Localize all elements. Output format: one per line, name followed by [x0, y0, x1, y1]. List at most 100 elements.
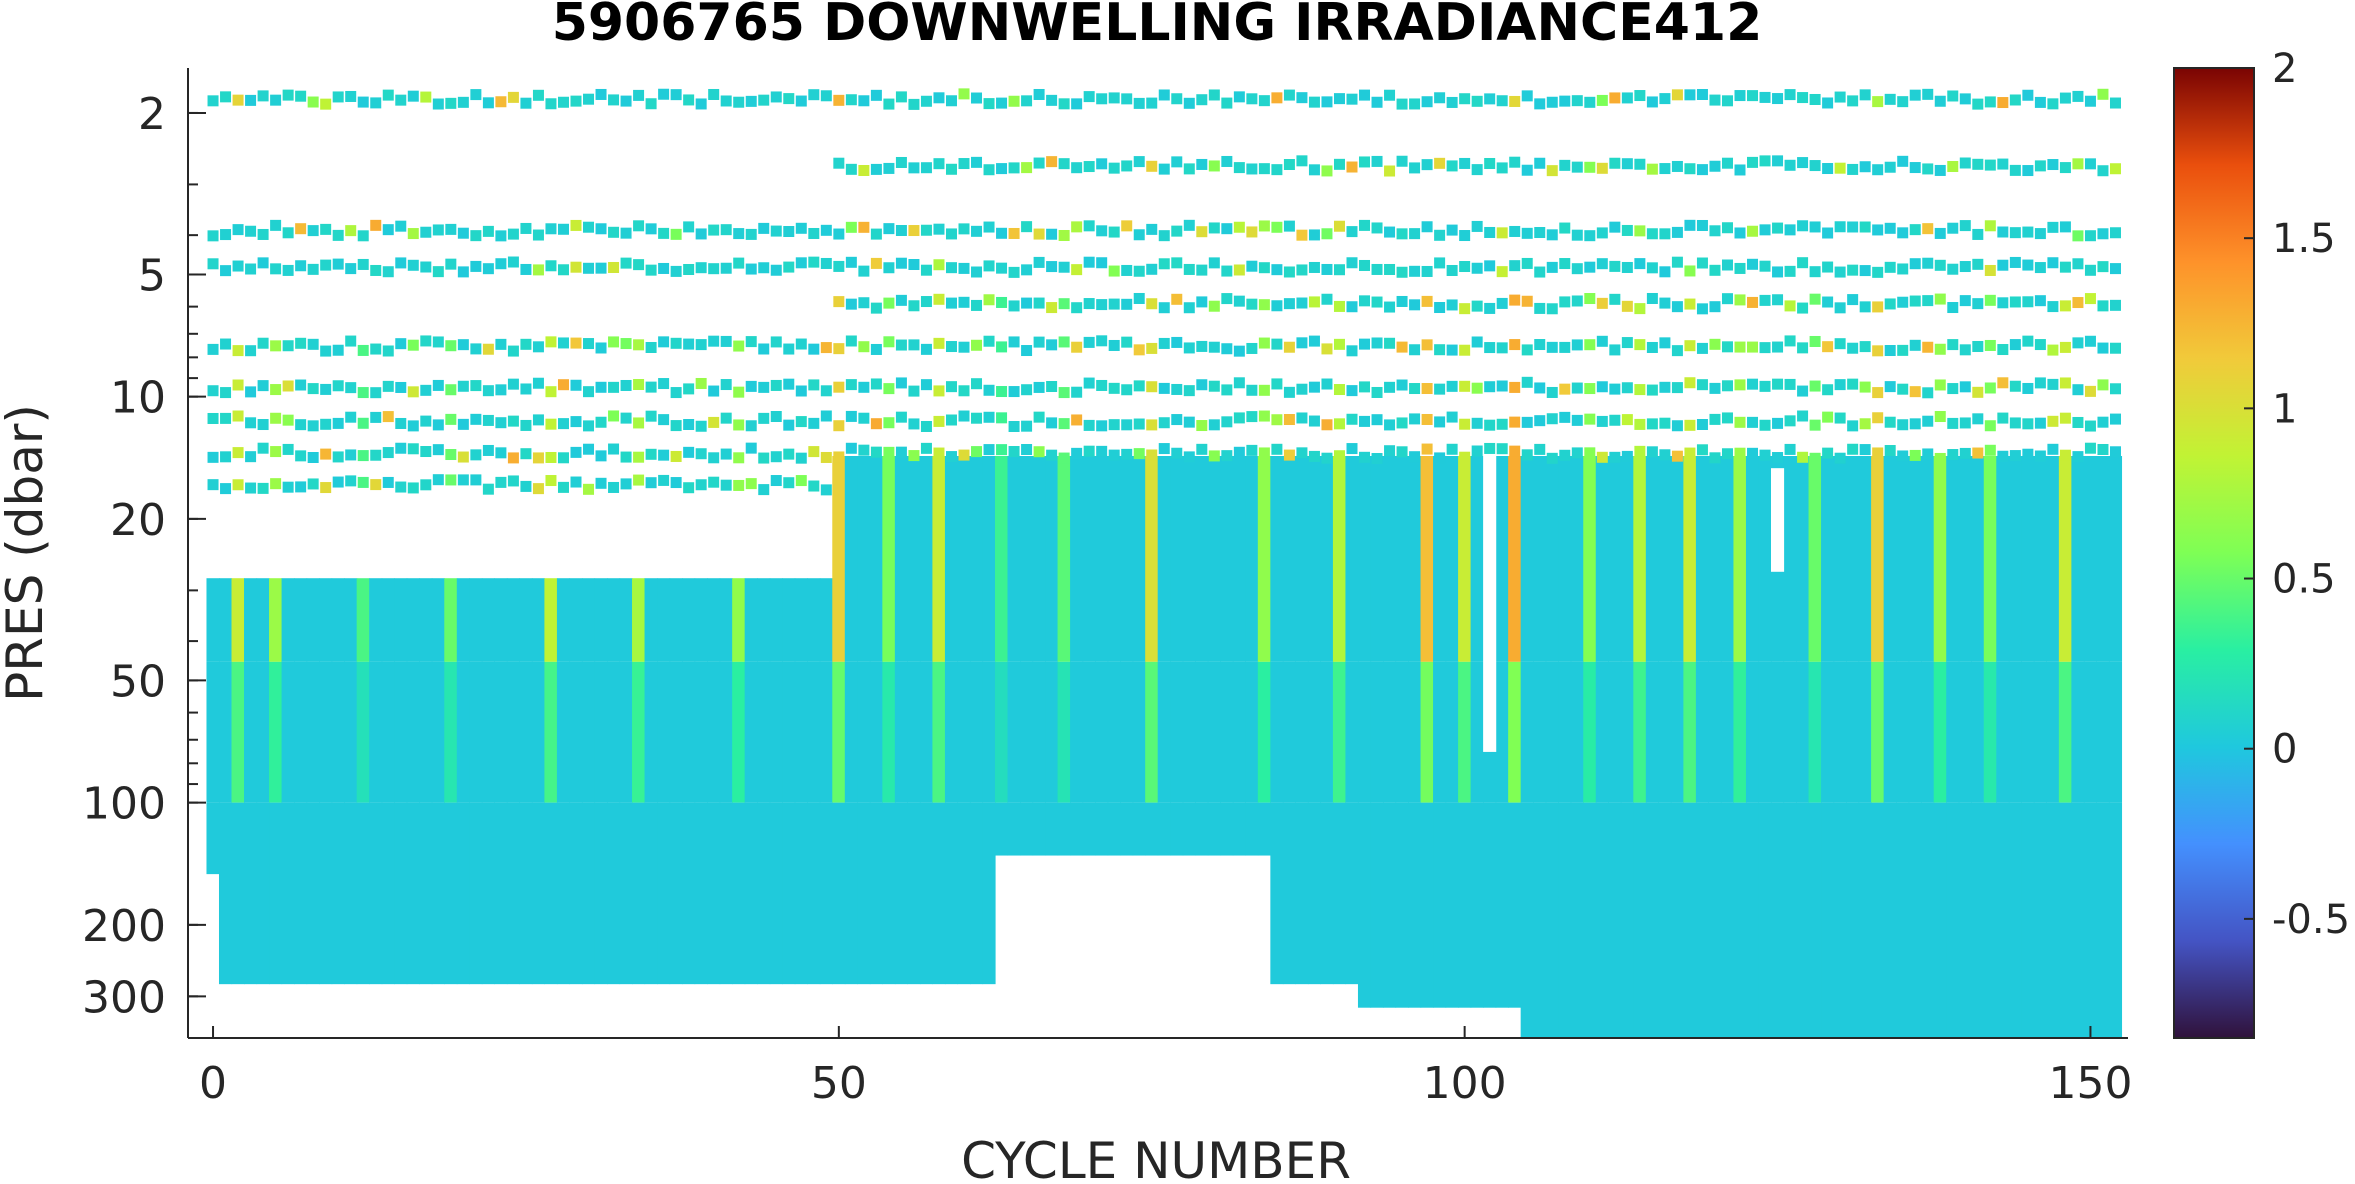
- data-point: [407, 420, 419, 432]
- data-point: [758, 452, 770, 464]
- heatmap-cell: [1157, 661, 1171, 803]
- data-point: [1534, 302, 1546, 314]
- heatmap-cell: [1745, 802, 1760, 1038]
- heatmap-cell: [982, 456, 996, 662]
- data-point: [1146, 449, 1158, 461]
- heatmap-cell: [957, 456, 971, 662]
- data-point: [1058, 298, 1070, 310]
- data-point: [1684, 163, 1696, 175]
- heatmap-cell: [1533, 802, 1547, 1038]
- data-point: [758, 381, 770, 393]
- data-point: [1083, 91, 1095, 103]
- data-point: [1359, 259, 1371, 271]
- data-point: [733, 257, 745, 269]
- heatmap-cell: [769, 661, 783, 803]
- data-point: [1834, 302, 1846, 314]
- data-point: [320, 418, 332, 430]
- data-point: [1296, 155, 1308, 167]
- data-point: [207, 479, 219, 491]
- data-point: [507, 228, 519, 240]
- data-point: [1133, 265, 1145, 277]
- data-point: [332, 258, 344, 270]
- data-point: [883, 223, 895, 235]
- heatmap-cell: [657, 802, 671, 985]
- heatmap-cell: [556, 802, 571, 985]
- data-point: [207, 95, 219, 107]
- data-point: [2009, 380, 2021, 392]
- data-point: [695, 420, 707, 432]
- data-point: [908, 385, 920, 397]
- heatmap-cell: [1232, 802, 1246, 856]
- data-point: [2084, 95, 2096, 107]
- data-point: [1684, 377, 1696, 389]
- data-point: [1634, 225, 1646, 237]
- data-point: [1784, 443, 1796, 455]
- data-point: [795, 452, 807, 464]
- data-point: [1434, 416, 1446, 428]
- data-point: [1884, 222, 1896, 234]
- heatmap-cell: [1808, 456, 1822, 662]
- data-point: [407, 443, 419, 455]
- heatmap-cell: [294, 661, 308, 803]
- heatmap-cell: [1570, 661, 1584, 803]
- heatmap-cell: [1320, 802, 1334, 985]
- data-point: [695, 98, 707, 110]
- heatmap-cell: [1057, 456, 1071, 662]
- data-point: [945, 381, 957, 393]
- heatmap-cell: [1420, 456, 1434, 662]
- data-point: [1496, 162, 1508, 174]
- data-point: [1571, 295, 1583, 307]
- data-point: [1646, 163, 1658, 175]
- data-point: [545, 98, 557, 110]
- data-point: [257, 90, 269, 102]
- data-point: [2009, 164, 2021, 176]
- colorbar-tick-label: -0.5: [2272, 897, 2350, 943]
- data-point: [2034, 160, 2046, 172]
- heatmap-cell: [1357, 802, 1372, 1008]
- data-point: [1784, 89, 1796, 101]
- data-point: [482, 97, 494, 109]
- data-point: [920, 420, 932, 432]
- data-point: [1283, 386, 1295, 398]
- data-point: [996, 97, 1008, 109]
- data-point: [1384, 165, 1396, 177]
- data-point: [1984, 264, 1996, 276]
- data-point: [971, 225, 983, 237]
- data-point: [1046, 302, 1058, 314]
- heatmap-cell: [1921, 661, 1935, 803]
- data-point: [1696, 419, 1708, 431]
- data-point: [1634, 418, 1646, 430]
- heatmap-cell: [907, 661, 921, 803]
- heatmap-cell: [1758, 802, 1772, 1038]
- data-point: [996, 163, 1008, 175]
- data-point: [1609, 344, 1621, 356]
- data-point: [1208, 222, 1220, 234]
- data-point: [1709, 264, 1721, 276]
- heatmap-cell: [1495, 802, 1509, 1008]
- data-point: [1096, 379, 1108, 391]
- heatmap-cell: [657, 578, 671, 662]
- data-point: [532, 452, 544, 464]
- data-point: [1271, 338, 1283, 350]
- data-point: [908, 225, 920, 237]
- heatmap-cell: [569, 661, 583, 803]
- data-point: [958, 341, 970, 353]
- heatmap-cell: [1833, 661, 1847, 803]
- data-point: [720, 379, 732, 391]
- data-point: [1922, 223, 1934, 235]
- data-point: [320, 383, 332, 395]
- data-point: [733, 452, 745, 464]
- data-point: [1208, 300, 1220, 312]
- data-point: [1221, 97, 1233, 109]
- data-point: [1108, 298, 1120, 310]
- data-point: [232, 345, 244, 357]
- heatmap-cell: [1658, 456, 1672, 662]
- heatmap-cell: [306, 578, 320, 662]
- data-point: [595, 416, 607, 428]
- data-point: [1258, 220, 1270, 232]
- data-point: [1684, 419, 1696, 431]
- data-point: [1421, 96, 1433, 108]
- data-point: [2109, 383, 2121, 395]
- data-point: [1696, 379, 1708, 391]
- heatmap-cell: [344, 578, 358, 662]
